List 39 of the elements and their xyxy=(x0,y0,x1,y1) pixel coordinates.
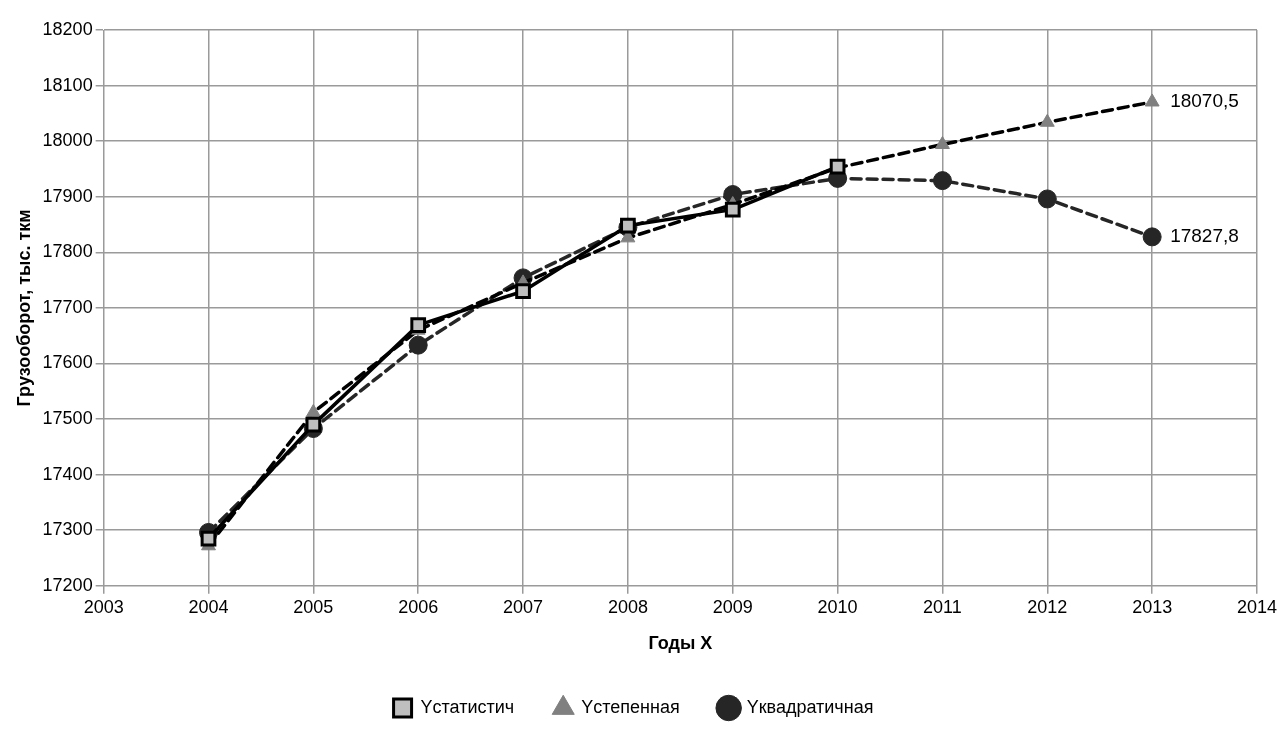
x-tick-label: 2014 xyxy=(1236,596,1278,617)
legend-label: Yквадратичная xyxy=(746,696,874,717)
y-tick-label: 18200 xyxy=(42,18,93,39)
annotation: 18070,5 xyxy=(1170,90,1239,112)
point xyxy=(410,317,427,333)
y-tick-label: 18100 xyxy=(42,74,93,95)
legend-label: Yстатистич xyxy=(420,696,515,717)
point xyxy=(200,530,217,547)
point xyxy=(305,416,322,433)
y-tick-label: 17300 xyxy=(42,519,93,540)
point xyxy=(515,283,531,300)
y-tick-label: 17600 xyxy=(42,352,93,373)
point xyxy=(932,171,952,191)
point xyxy=(1037,189,1057,209)
annotation: 17827,8 xyxy=(1170,225,1239,247)
x-tick-label: 2003 xyxy=(83,596,124,617)
x-tick-label: 2010 xyxy=(817,596,858,617)
x-tick-label: 2011 xyxy=(923,596,962,617)
x-tick-label: 2006 xyxy=(398,596,439,617)
point xyxy=(1142,227,1162,247)
legend-label: Yстепенная xyxy=(581,696,680,717)
y-tick-label: 17700 xyxy=(42,296,93,317)
x-tick-label: 2007 xyxy=(503,596,544,617)
x-tick-label: 2009 xyxy=(712,596,753,617)
x-tick-label: 2012 xyxy=(1027,596,1068,617)
x-tick-label: 2008 xyxy=(607,596,648,617)
y-tick-label: 17800 xyxy=(42,241,93,262)
y-axis-title: Грузооборот, тыс. ткм xyxy=(13,209,34,407)
y-tick-label: 17400 xyxy=(42,463,93,484)
x-tick-label: 2005 xyxy=(293,596,334,617)
x-axis-title: Годы X xyxy=(648,633,713,654)
y-tick-label: 17900 xyxy=(42,185,93,206)
y-tick-label: 18000 xyxy=(42,130,93,151)
x-tick-label: 2013 xyxy=(1132,596,1173,617)
point xyxy=(408,335,428,355)
point xyxy=(724,201,741,218)
y-tick-label: 17500 xyxy=(42,408,93,429)
x-tick-label: 2004 xyxy=(188,596,229,617)
y-tick-label: 17200 xyxy=(42,574,93,595)
